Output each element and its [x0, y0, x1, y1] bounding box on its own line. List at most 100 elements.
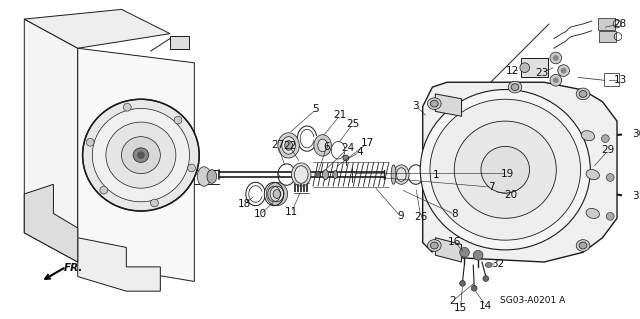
Text: 8: 8 — [451, 209, 458, 219]
Circle shape — [606, 174, 614, 182]
Ellipse shape — [278, 133, 300, 158]
Text: 14: 14 — [479, 301, 492, 311]
Circle shape — [483, 276, 489, 281]
Circle shape — [315, 172, 321, 177]
Text: 9: 9 — [397, 211, 404, 221]
FancyBboxPatch shape — [170, 36, 189, 49]
Circle shape — [602, 135, 609, 143]
Text: 3: 3 — [413, 100, 419, 111]
Ellipse shape — [431, 100, 438, 107]
Polygon shape — [435, 238, 461, 262]
Text: 2: 2 — [449, 296, 456, 306]
Circle shape — [460, 248, 469, 257]
Ellipse shape — [576, 240, 590, 251]
Ellipse shape — [579, 91, 587, 97]
Ellipse shape — [92, 108, 189, 202]
Circle shape — [557, 65, 570, 77]
Text: 11: 11 — [285, 207, 298, 218]
Text: SG03-A0201 A: SG03-A0201 A — [500, 296, 565, 305]
Text: 13: 13 — [613, 75, 627, 85]
Circle shape — [100, 186, 108, 194]
Ellipse shape — [323, 170, 328, 179]
Ellipse shape — [314, 135, 332, 156]
Ellipse shape — [431, 242, 438, 249]
Text: 10: 10 — [254, 209, 267, 219]
Ellipse shape — [282, 137, 296, 154]
Polygon shape — [294, 184, 296, 192]
Ellipse shape — [454, 121, 556, 218]
Text: 25: 25 — [346, 119, 359, 129]
Ellipse shape — [396, 168, 406, 182]
Text: 31: 31 — [632, 191, 640, 201]
Text: 19: 19 — [500, 168, 514, 179]
Polygon shape — [24, 9, 170, 48]
Polygon shape — [422, 82, 617, 262]
Ellipse shape — [122, 137, 161, 174]
Ellipse shape — [430, 99, 580, 240]
Circle shape — [124, 103, 131, 111]
Circle shape — [471, 285, 477, 291]
Text: 18: 18 — [238, 199, 252, 209]
Ellipse shape — [273, 189, 281, 198]
Polygon shape — [24, 184, 77, 262]
Text: 5: 5 — [312, 104, 319, 115]
Ellipse shape — [576, 88, 590, 100]
Polygon shape — [77, 48, 195, 281]
Ellipse shape — [83, 99, 199, 211]
Polygon shape — [300, 184, 302, 192]
Polygon shape — [298, 184, 300, 192]
Circle shape — [550, 52, 562, 64]
Ellipse shape — [586, 208, 600, 219]
FancyBboxPatch shape — [598, 31, 616, 42]
Circle shape — [561, 68, 566, 73]
Circle shape — [150, 199, 158, 207]
Ellipse shape — [481, 146, 529, 193]
Ellipse shape — [270, 186, 284, 202]
Ellipse shape — [428, 240, 441, 251]
Polygon shape — [306, 184, 308, 192]
Circle shape — [550, 74, 562, 86]
Ellipse shape — [294, 166, 308, 183]
Ellipse shape — [133, 148, 148, 162]
FancyBboxPatch shape — [598, 18, 615, 30]
Circle shape — [174, 116, 182, 124]
Text: 28: 28 — [613, 19, 627, 29]
Circle shape — [86, 138, 94, 146]
Text: 22: 22 — [283, 141, 296, 152]
Text: 15: 15 — [454, 303, 467, 313]
Circle shape — [553, 55, 559, 61]
Text: 32: 32 — [491, 259, 504, 269]
Text: 20: 20 — [504, 190, 518, 200]
Polygon shape — [24, 19, 77, 262]
Circle shape — [188, 164, 195, 172]
Text: 29: 29 — [602, 145, 615, 155]
Ellipse shape — [106, 122, 176, 188]
Text: 1: 1 — [433, 170, 440, 180]
Text: 6: 6 — [323, 142, 330, 152]
Text: 17: 17 — [361, 138, 374, 148]
Ellipse shape — [333, 171, 338, 178]
Circle shape — [626, 130, 634, 137]
Circle shape — [520, 63, 529, 72]
Text: 7: 7 — [488, 182, 495, 192]
Ellipse shape — [586, 170, 600, 180]
Ellipse shape — [137, 151, 145, 159]
Text: 26: 26 — [414, 212, 428, 222]
Ellipse shape — [581, 131, 595, 141]
Ellipse shape — [391, 165, 396, 184]
Circle shape — [626, 192, 634, 200]
Polygon shape — [303, 184, 305, 192]
Ellipse shape — [285, 141, 292, 150]
Ellipse shape — [317, 139, 328, 152]
Text: 30: 30 — [632, 129, 640, 139]
Ellipse shape — [207, 170, 217, 183]
Ellipse shape — [428, 98, 441, 109]
Text: 27: 27 — [271, 140, 285, 151]
Ellipse shape — [508, 81, 522, 93]
Text: 12: 12 — [506, 66, 518, 76]
Text: 23: 23 — [536, 68, 549, 78]
Ellipse shape — [485, 263, 492, 267]
Circle shape — [606, 212, 614, 220]
Text: 21: 21 — [333, 110, 347, 120]
Ellipse shape — [197, 167, 211, 186]
